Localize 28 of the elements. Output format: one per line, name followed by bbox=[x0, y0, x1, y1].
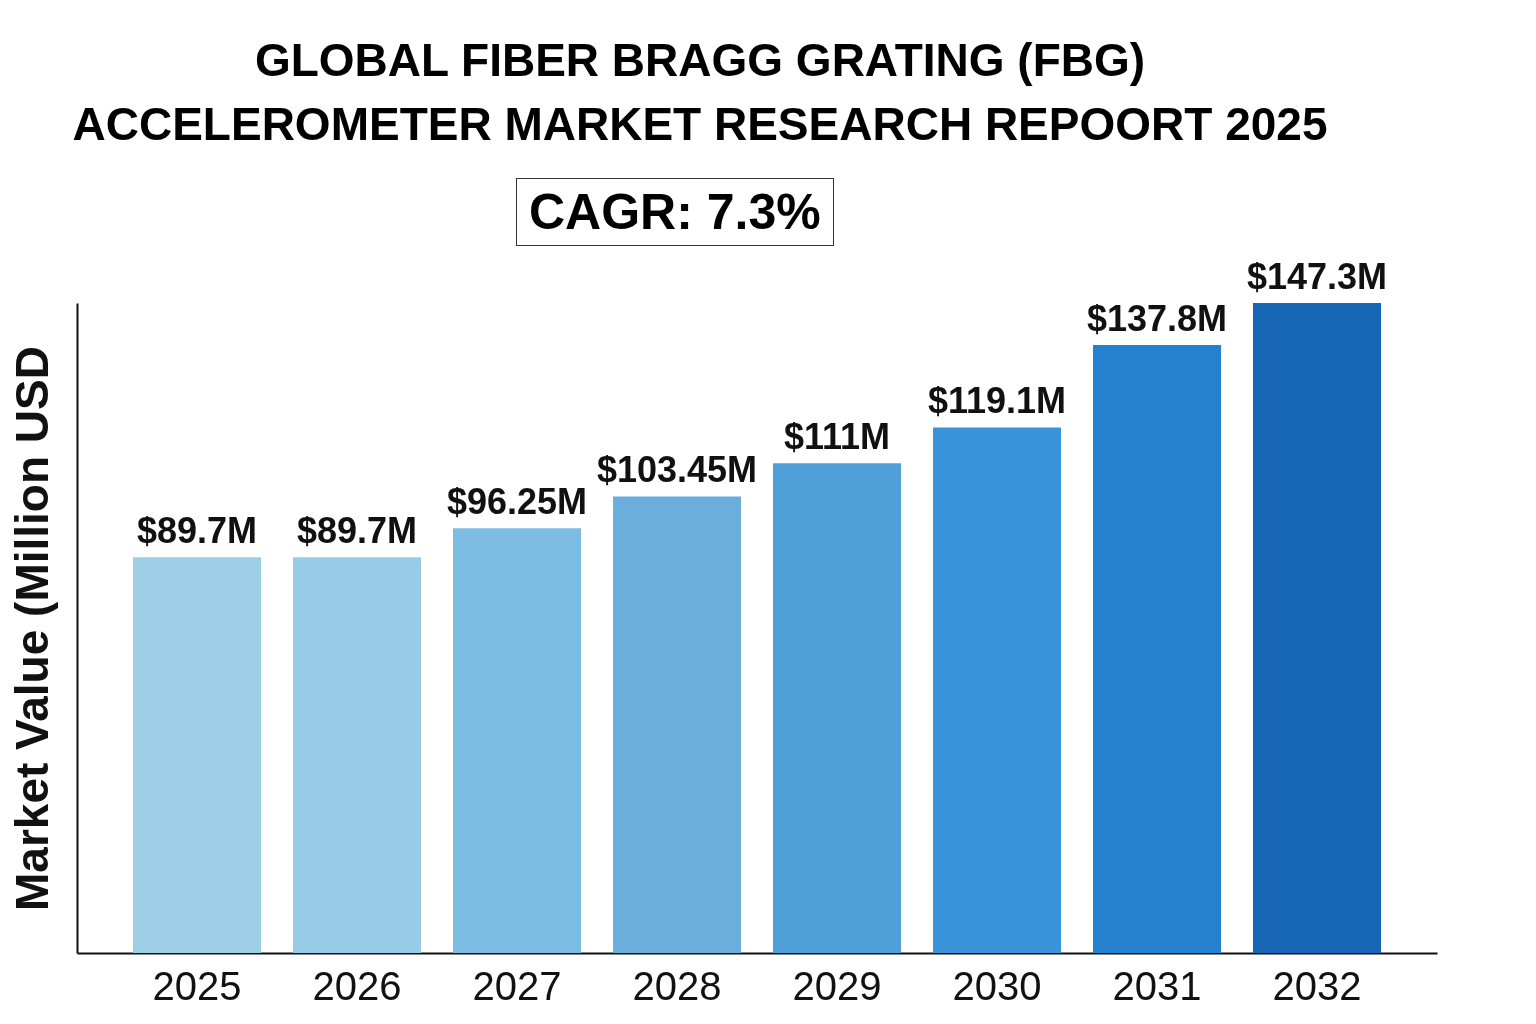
x-tick-label: 2025 bbox=[152, 963, 242, 1008]
data-label: $111M bbox=[783, 416, 891, 458]
text: GLOBAL FIBER BRAGG GRATING (FBG) bbox=[254, 34, 1146, 86]
data-label: $137.8M bbox=[1086, 297, 1228, 339]
y-axis-title: Market Value (Million USD bbox=[5, 346, 58, 911]
data-label: $89.7M bbox=[136, 510, 258, 552]
x-tick-label: 2032 bbox=[1272, 963, 1362, 1008]
data-label: $96.25M bbox=[446, 481, 588, 523]
bar bbox=[1093, 344, 1221, 953]
bar bbox=[773, 463, 901, 953]
bar bbox=[1253, 303, 1381, 953]
text: CAGR: 7.3% bbox=[529, 183, 821, 241]
x-tick-label: 2030 bbox=[952, 963, 1042, 1008]
bar bbox=[613, 496, 741, 953]
bar bbox=[293, 557, 421, 953]
data-label: $89.7M bbox=[296, 510, 418, 552]
x-tick-label: 2028 bbox=[632, 963, 722, 1008]
bar bbox=[453, 528, 581, 953]
text: ACCELEROMETER MARKET RESEARCH REPOORT 2025 bbox=[72, 98, 1328, 150]
x-tick-label: 2029 bbox=[792, 963, 882, 1008]
data-label: $119.1M bbox=[927, 380, 1067, 422]
x-tick-label: 2031 bbox=[1112, 963, 1202, 1008]
data-label: $147.3M bbox=[1246, 256, 1388, 297]
x-tick-label: 2026 bbox=[312, 963, 402, 1008]
data-label: $103.45M bbox=[596, 449, 758, 491]
bar bbox=[133, 557, 261, 953]
x-tick-label: 2027 bbox=[472, 963, 562, 1008]
bar bbox=[933, 427, 1061, 953]
